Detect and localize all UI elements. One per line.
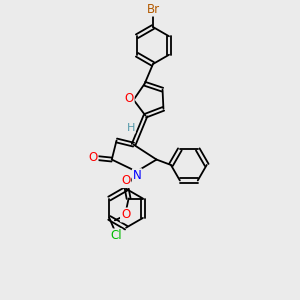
Text: N: N xyxy=(133,169,142,182)
Text: Br: Br xyxy=(146,3,160,16)
Text: O: O xyxy=(121,208,130,221)
Text: O: O xyxy=(121,174,130,187)
Text: O: O xyxy=(124,92,134,105)
Text: H: H xyxy=(126,123,135,133)
Text: Cl: Cl xyxy=(110,230,122,242)
Text: O: O xyxy=(88,151,98,164)
